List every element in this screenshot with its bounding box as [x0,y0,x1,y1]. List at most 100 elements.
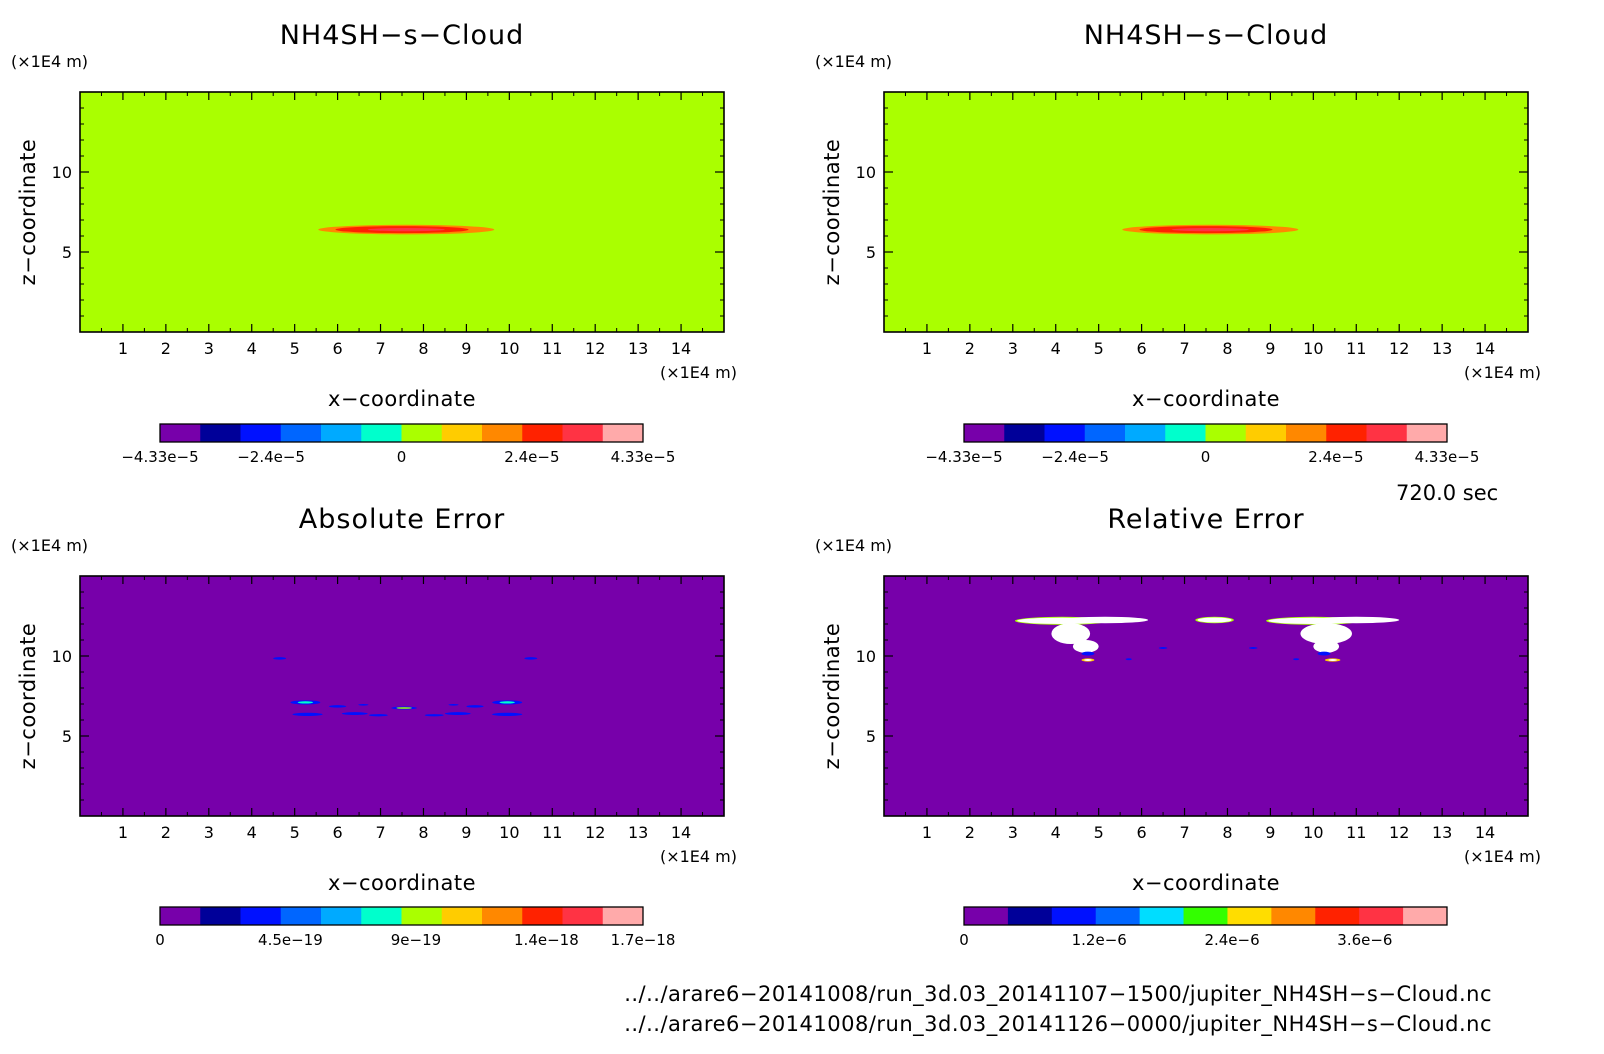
x-tick-label: 8 [418,823,428,842]
colorbar-tick-label: 1.7e−18 [611,931,676,949]
colorbar-frame [159,423,644,443]
contour-region [358,704,369,706]
x-unit-label: (×1E4 m) [660,847,737,866]
colorbar-swatch [240,907,282,925]
contour-region [492,712,523,717]
colorbar-swatch [1403,907,1448,925]
x-axis-label: x−coordinate [1132,871,1280,895]
colorbar-swatch [321,907,362,925]
colorbar-swatch [441,424,483,442]
x-tick-label: 2 [161,339,171,358]
x-tick-label: 4 [247,339,257,358]
colorbar-swatch [1315,907,1360,925]
x-tick-label: 3 [1008,339,1018,358]
colorbar-tick-label: −4.33e−5 [121,448,198,466]
x-tick-label: 14 [671,339,691,358]
colorbar-swatch [602,907,644,925]
x-tick-label: 10 [499,823,519,842]
colorbar-swatch [160,907,201,925]
x-tick-label: 8 [1222,339,1232,358]
contour-region [1293,658,1300,661]
colorbar-tick-label: 0 [397,448,407,466]
x-tick-label: 4 [247,823,257,842]
colorbar-tick-label: 9e−19 [391,931,441,949]
x-tick-label: 8 [1222,823,1232,842]
colorbar-frame [963,423,1448,443]
y-tick-label: 10 [52,163,72,182]
colorbar-swatch [1139,907,1185,925]
colorbar-swatch [240,424,282,442]
x-tick-label: 2 [965,339,975,358]
x-tick-label: 10 [499,339,519,358]
y-axis-label: z−coordinate [820,623,844,770]
chart-panel-3: Absolute Error(×1E4 m)(×1E4 m)1 2 3 4 5 6 7 8 9 1… [11,504,737,949]
contour-region [1248,647,1258,649]
colorbar-swatch [1406,424,1448,442]
colorbar-tick-label: −2.4e−5 [1041,448,1109,466]
x-tick-label: 14 [1475,823,1495,842]
colorbar: −4.33e−5 −2.4e−5 0 2.4e−5 4.33e−5 [925,423,1480,466]
x-tick-label: 8 [418,339,428,358]
colorbar-swatch [1366,424,1408,442]
x-tick-label: 13 [1432,339,1452,358]
x-tick-label: 9 [1265,339,1275,358]
x-tick-label: 2 [161,823,171,842]
colorbar-tick-label: 4.33e−5 [611,448,676,466]
x-unit-label: (×1E4 m) [1464,363,1541,382]
colorbar-swatch [1227,907,1272,925]
colorbar-swatch [1245,424,1287,442]
colorbar-tick-label: −4.33e−5 [925,448,1002,466]
chart-panel-2: NH4SH−s−Cloud(×1E4 m)(×1E4 m)1 2 3 4 5 6 7 8 9 10… [815,20,1541,466]
contour-region [1125,658,1132,661]
colorbar-tick-label: 3.6e−6 [1337,931,1392,949]
chart-title: NH4SH−s−Cloud [1084,20,1329,51]
plot-background [80,92,724,332]
colorbar-swatch [441,907,483,925]
chart-title: NH4SH−s−Cloud [280,20,525,51]
colorbar-swatch [200,907,241,925]
contour-region [1300,623,1352,644]
x-tick-label: 5 [1094,339,1104,358]
x-tick-label: 5 [290,823,300,842]
colorbar-swatch [562,424,604,442]
plot-background [884,92,1528,332]
x-tick-label: 10 [1303,823,1323,842]
x-tick-label: 6 [1137,339,1147,358]
time-label: 720.0 sec [1396,481,1499,505]
colorbar-swatch [1286,424,1327,442]
contour-region [368,714,388,717]
x-tick-label: 14 [671,823,691,842]
x-tick-label: 6 [1137,823,1147,842]
colorbar-swatch [1359,907,1404,925]
contour-region [1051,623,1091,644]
x-tick-label: 4 [1051,339,1061,358]
x-tick-label: 7 [1179,339,1189,358]
colorbar-swatch [482,907,523,925]
colorbar-tick-label: 4.33e−5 [1415,448,1480,466]
colorbar-swatch [562,907,604,925]
colorbar-tick-label: 4.5e−19 [258,931,323,949]
x-tick-label: 9 [461,339,471,358]
contour-region [341,712,368,716]
x-tick-label: 11 [1346,823,1366,842]
x-tick-label: 5 [290,339,300,358]
y-unit-label: (×1E4 m) [11,536,88,555]
x-tick-label: 1 [922,823,932,842]
plot-background [80,576,724,816]
colorbar-swatch [280,907,322,925]
x-unit-label: (×1E4 m) [660,363,737,382]
colorbar-frame [159,906,644,926]
colorbar-swatch [1095,907,1141,925]
colorbar-tick-label: −2.4e−5 [237,448,305,466]
colorbar-frame [963,906,1448,926]
colorbar-tick-label: 2.4e−5 [1308,448,1363,466]
x-tick-label: 6 [333,823,343,842]
contour-region [1197,617,1232,623]
colorbar-swatch [200,424,241,442]
contour-region [1317,651,1331,656]
x-tick-label: 3 [204,823,214,842]
contour-region [367,228,445,232]
contour-region [1313,616,1400,624]
contour-region [1072,640,1099,653]
colorbar-swatch [482,424,523,442]
